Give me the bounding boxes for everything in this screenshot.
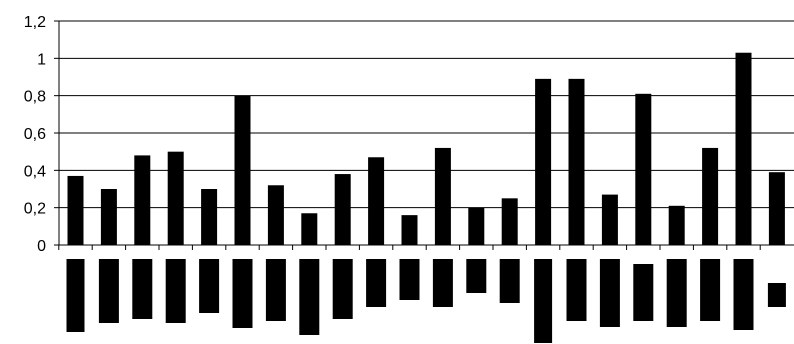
x-tick-label-obscured: [66, 259, 85, 332]
bar: [501, 198, 518, 245]
y-tick-label: 0,8: [24, 89, 46, 106]
x-tick-label-obscured: [265, 259, 286, 321]
y-tick-label: 1,2: [24, 14, 46, 31]
bar: [301, 213, 318, 245]
x-tick-label-obscured: [499, 259, 520, 303]
x-tick-label-obscured: [232, 259, 253, 328]
bar: [468, 207, 485, 245]
x-tick-label-obscured: [132, 259, 153, 319]
x-tick-label-obscured: [566, 259, 587, 321]
bar: [334, 174, 351, 245]
x-tick-label-obscured: [466, 259, 487, 293]
y-tick-label: 0,2: [24, 201, 46, 218]
y-tick-label: 0,6: [24, 126, 46, 143]
bar: [67, 175, 84, 245]
x-tick-label-obscured: [165, 259, 186, 323]
y-tick-label: 1: [37, 51, 46, 68]
bar: [134, 155, 151, 245]
bar: [601, 194, 618, 245]
x-tick-label-obscured: [599, 259, 620, 327]
x-tick-label-obscured: [98, 259, 119, 323]
y-tick-label: 0: [37, 238, 46, 255]
x-tick-label-obscured: [733, 259, 754, 330]
x-tick-label-obscured: [767, 283, 786, 307]
bar: [267, 185, 284, 245]
bar: [735, 52, 752, 245]
x-tick-label-obscured: [399, 259, 420, 300]
bar: [201, 189, 218, 245]
bar: [768, 172, 785, 245]
x-tick-label-obscured: [633, 264, 654, 321]
x-tick-label-obscured: [700, 259, 721, 321]
bar: [401, 215, 418, 245]
bars: [67, 52, 785, 246]
x-tick-label-obscured: [534, 259, 553, 343]
x-tick-label-obscured: [666, 259, 687, 327]
y-tick-label: 0,4: [24, 163, 46, 180]
bar: [167, 151, 184, 245]
x-tick-label-obscured: [332, 259, 353, 319]
x-tick-label-obscured: [199, 259, 220, 313]
bar: [234, 95, 251, 246]
x-tick-label-obscured: [299, 259, 320, 335]
x-axis-category-labels-obscured: [66, 259, 786, 343]
bar: [100, 189, 117, 245]
bar: [668, 205, 685, 245]
bar: [635, 93, 652, 245]
x-tick-label-obscured: [432, 259, 453, 307]
bar: [702, 147, 719, 245]
bar: [568, 78, 585, 245]
bar: [368, 157, 385, 245]
bar: [434, 147, 451, 245]
x-tick-label-obscured: [366, 259, 387, 307]
bar: [535, 78, 552, 245]
y-axis-tick-labels: 0 0,2 0,4 0,6 0,8 1 1,2: [24, 14, 46, 255]
